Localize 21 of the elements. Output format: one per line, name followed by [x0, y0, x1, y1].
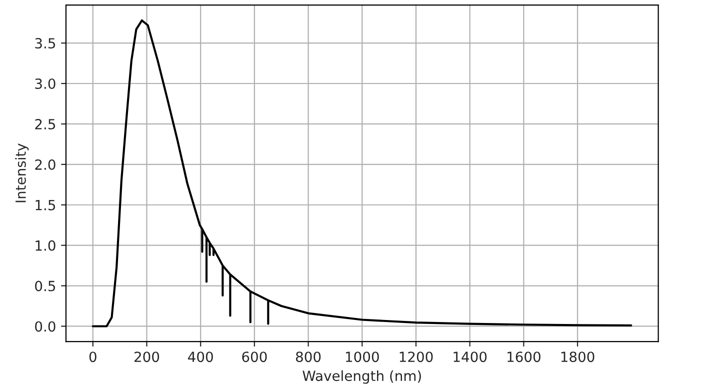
x-tick-label: 1200	[400, 352, 433, 362]
y-tick-label: 1.5	[36, 200, 56, 210]
y-tick-label: 0.5	[35, 280, 56, 292]
x-tick-label: 200	[134, 352, 160, 362]
x-tick-label: 0	[89, 352, 96, 362]
x-tick-label: 1600	[508, 352, 540, 362]
x-tick-label: 1400	[454, 352, 487, 362]
y-tick-label: 2.5	[35, 118, 56, 130]
y-tick-label: 3.0	[35, 78, 56, 89]
x-tick-label: 400	[188, 352, 213, 362]
x-axis-title: Wavelength (nm)	[302, 370, 421, 384]
y-tick-label: 3.5	[35, 38, 56, 49]
line-series	[92, 19, 632, 328]
x-tick-label: 1000	[346, 352, 379, 362]
y-tick-label: 2.0	[35, 159, 56, 170]
y-tick-label: 0.0	[35, 321, 56, 332]
x-tick-label: 1800	[561, 352, 594, 362]
y-tick-label: 1.0	[36, 240, 56, 251]
y-axis-title: Intensity	[15, 144, 29, 202]
x-tick-label: 600	[242, 352, 267, 362]
x-tick-label: 800	[296, 352, 321, 362]
